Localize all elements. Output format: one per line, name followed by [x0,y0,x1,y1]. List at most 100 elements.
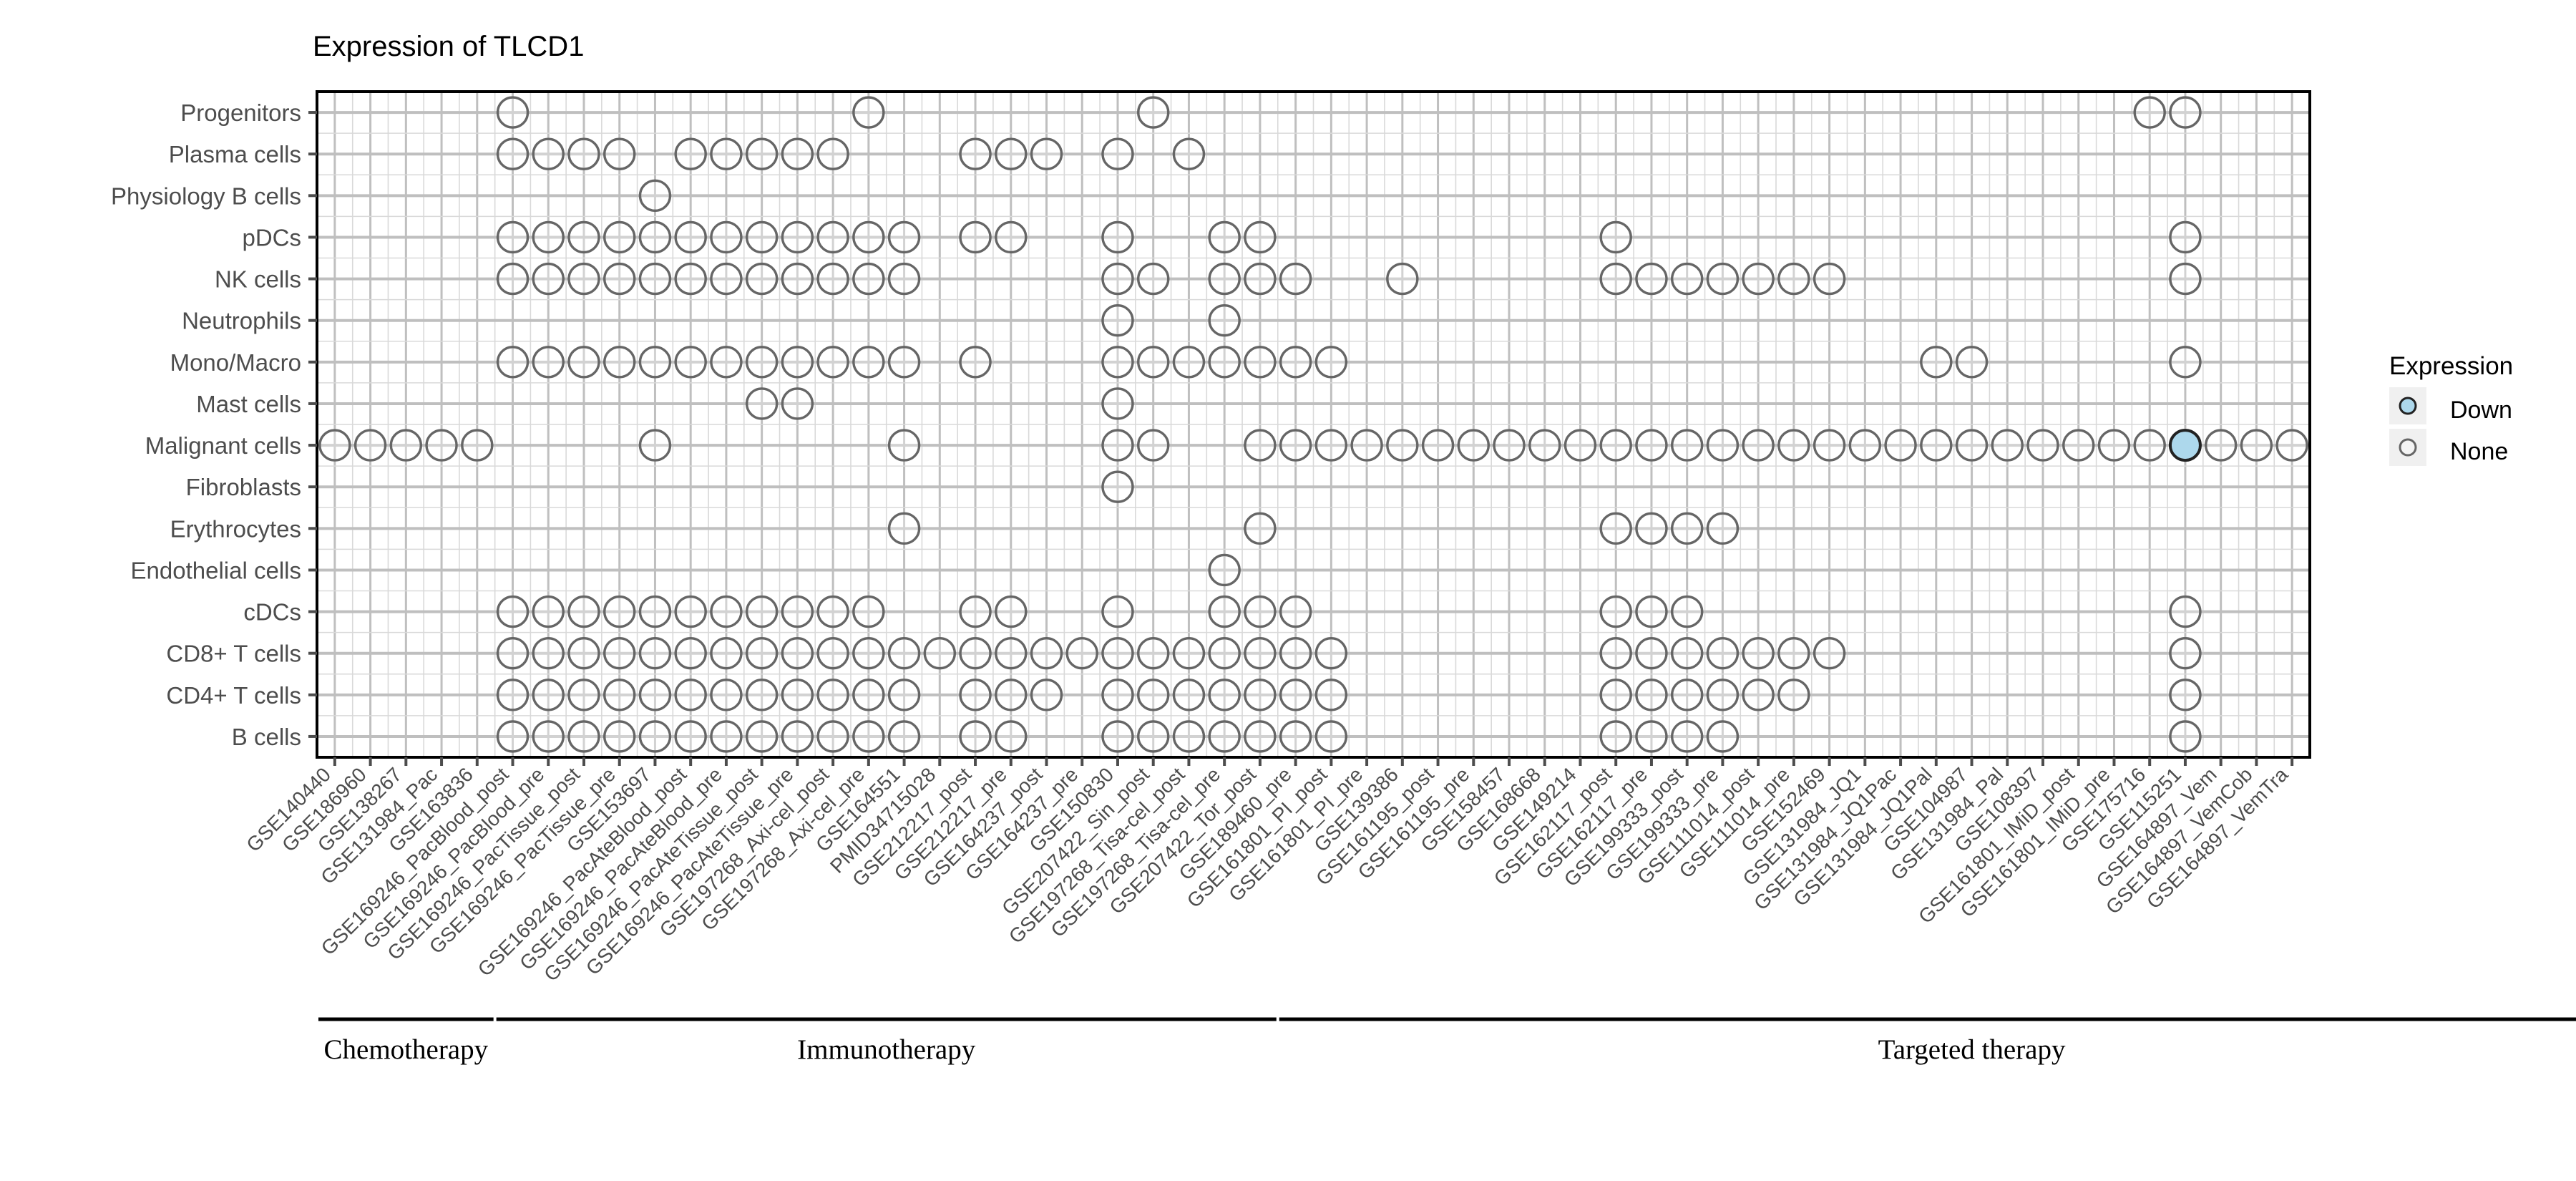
data-point [1599,595,1632,628]
data-point [1670,262,1704,296]
data-point [2169,262,2202,296]
data-point [1599,429,1632,462]
data-point [816,137,849,170]
data-point [1955,429,1989,462]
data-point [1314,636,1348,670]
data-point [852,720,885,753]
data-point [710,720,743,753]
data-point [781,262,814,296]
y-axis-label: Malignant cells [145,432,301,459]
data-point [1172,346,1206,379]
data-point [638,262,672,296]
data-point [638,220,672,254]
data-point [1920,346,1953,379]
data-point [1706,429,1740,462]
data-point [1813,636,1846,670]
data-point [745,679,779,711]
data-point [674,595,707,628]
data-point [816,346,849,379]
data-point [852,220,885,254]
data-point [745,720,779,753]
data-point [816,595,849,628]
data-point [638,346,672,379]
data-point [1314,720,1348,753]
group-label-chemotherapy: Chemotherapy [323,1034,489,1065]
y-axis-label: Mast cells [196,391,301,417]
data-point [1635,595,1668,628]
data-point [995,137,1028,170]
data-point [1137,262,1170,296]
data-point [1991,429,2024,462]
data-point [1777,262,1810,296]
data-point [2169,595,2202,628]
y-axis-label: Plasma cells [169,141,301,167]
data-point [532,636,565,670]
data-point [959,220,992,254]
data-point [1742,679,1775,711]
data-point [887,720,921,753]
data-point [1030,679,1063,711]
data-point [887,636,921,670]
y-axis-label: Endothelial cells [131,557,301,583]
y-axis-label: Neutrophils [182,308,301,334]
data-point [995,679,1028,711]
data-point [567,262,600,296]
y-axis-label: CD4+ T cells [166,682,301,709]
data-point [603,220,636,254]
data-point [1208,220,1241,254]
data-point [567,636,600,670]
data-point [638,679,672,711]
data-point [816,262,849,296]
data-point [816,720,849,753]
data-point [567,595,600,628]
data-point [1599,720,1632,753]
data-point [745,346,779,379]
data-point [603,262,636,296]
data-point [1599,262,1632,296]
data-point [1244,346,1277,379]
data-point [2204,429,2238,462]
data-point [1208,720,1241,753]
data-point [603,595,636,628]
data-point [781,679,814,711]
data-point [1244,720,1277,753]
y-axis-label: Mono/Macro [170,349,301,376]
data-point [1742,429,1775,462]
data-point [1742,262,1775,296]
data-point [1101,262,1134,296]
data-point [887,429,921,462]
data-point [532,595,565,628]
data-point [461,429,494,462]
data-point [674,220,707,254]
x-axis-labels: GSE140440GSE186960GSE138267GSE131984_Pac… [242,763,2292,986]
data-point [1635,429,1668,462]
y-axis-label: cDCs [243,599,301,626]
data-point [1244,595,1277,628]
data-point [710,679,743,711]
data-point [781,387,814,420]
data-point [1208,679,1241,711]
data-point [1563,429,1597,462]
data-point [852,679,885,711]
y-axis-label: Progenitors [180,99,301,126]
data-point [1777,429,1810,462]
data-points-layer [318,96,2308,753]
data-point [1244,636,1277,670]
data-point [496,595,530,628]
legend-key-none [2399,438,2417,457]
data-point [1599,512,1632,545]
data-point [710,262,743,296]
data-point [2062,429,2095,462]
data-point [1208,346,1241,379]
data-point [1884,429,1917,462]
data-point [1599,679,1632,711]
data-point [1493,429,1526,462]
legend-title: Expression [2389,352,2514,380]
data-point [1813,429,1846,462]
data-point [887,262,921,296]
data-point [1670,720,1704,753]
y-axis-label: B cells [232,724,301,750]
data-point [1386,429,1419,462]
